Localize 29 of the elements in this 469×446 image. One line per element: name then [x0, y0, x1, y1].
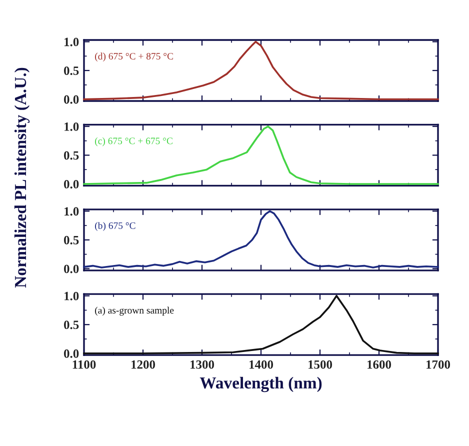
y-tick-label: 0.0: [64, 264, 79, 274]
y-tick-label: 0.5: [64, 236, 79, 244]
x-tick-label: 1500: [308, 360, 332, 369]
annotation: (c) 675 °C + 675 °C: [95, 137, 172, 146]
y-tick-label: 1.0: [64, 292, 79, 300]
y-tick-label: 1.0: [64, 207, 79, 216]
x-tick-label: 1700: [426, 360, 450, 369]
x-tick-label: 1200: [132, 360, 156, 369]
line-series: [83, 210, 439, 268]
y-tick-label: 1.0: [64, 122, 79, 131]
x-tick-label: 1100: [72, 360, 96, 369]
annotation: (a) as-grown sample: [95, 306, 174, 316]
x-tick-label: 1600: [368, 360, 392, 369]
y-tick-label: 0.5: [64, 320, 79, 330]
x-tick-label: 1400: [250, 360, 274, 369]
y-tick-label: 0.0: [64, 349, 79, 358]
annotation: (b) 675 °C: [95, 222, 136, 231]
line-series: [83, 40, 439, 100]
y-axis-title: Normalized PL intensity (A.U.): [14, 68, 30, 288]
annotation: (d) 675 °C + 875 °C: [95, 52, 173, 62]
y-tick-label: 0.0: [64, 95, 79, 104]
y-tick-label: 0.5: [64, 66, 79, 76]
line-series: [83, 294, 439, 354]
x-axis-title: Wavelength (nm): [200, 376, 322, 392]
y-tick-label: 0.5: [64, 151, 79, 160]
x-tick-label: 1300: [190, 360, 214, 369]
line-series: [83, 126, 439, 185]
y-tick-label: 0.0: [64, 180, 79, 188]
y-tick-label: 1.0: [64, 38, 79, 46]
